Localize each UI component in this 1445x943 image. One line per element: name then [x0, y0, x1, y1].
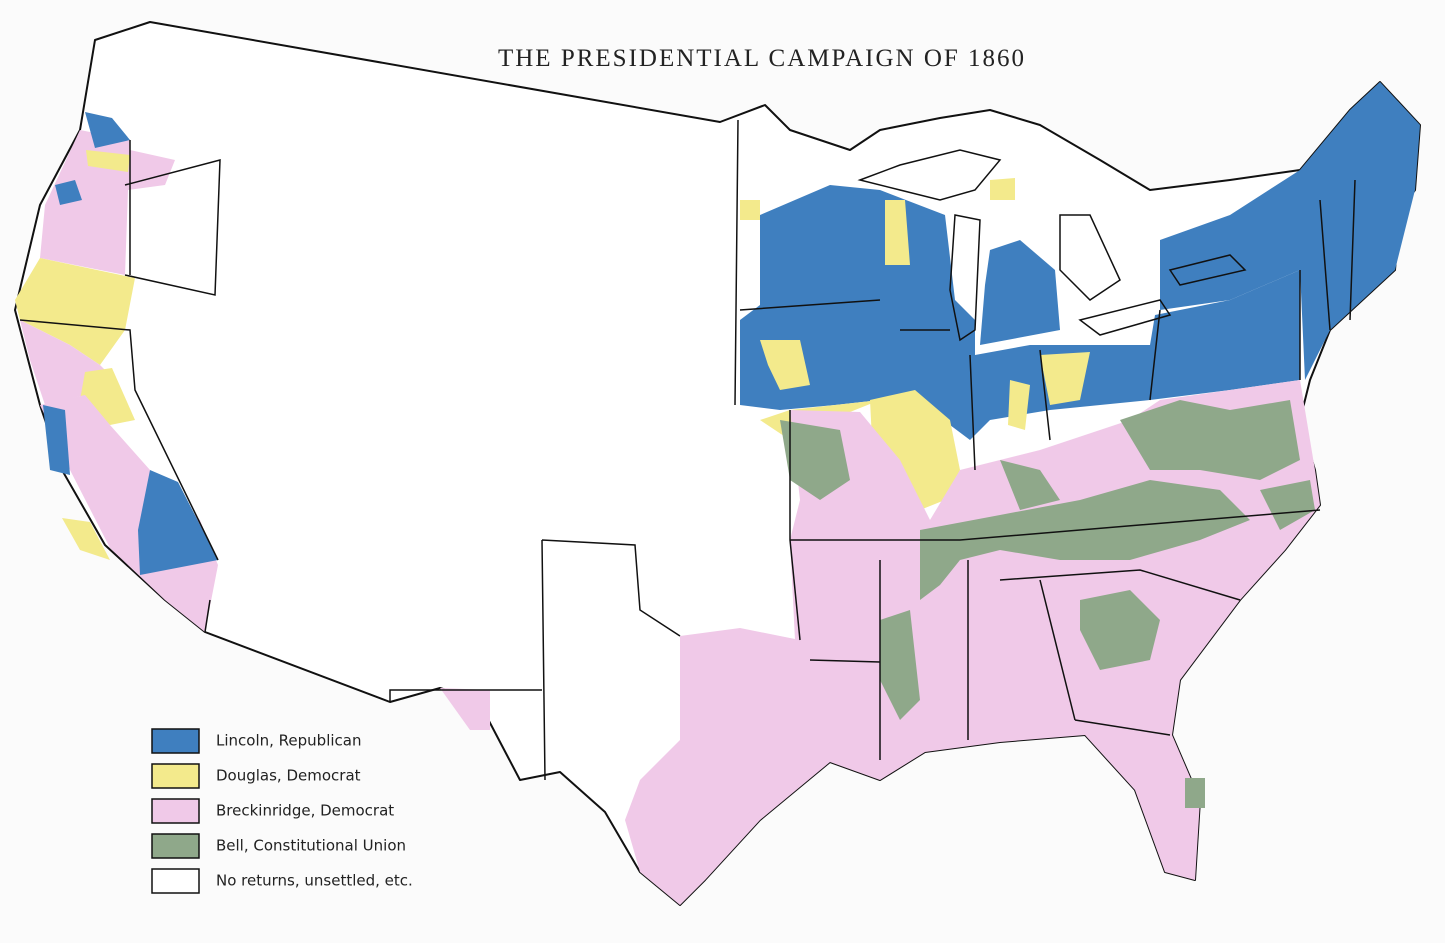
legend-swatch	[151, 868, 200, 894]
legend-label: No returns, unsettled, etc.	[216, 872, 413, 890]
legend-label: Bell, Constitutional Union	[216, 837, 406, 855]
legend-label: Breckinridge, Democrat	[216, 802, 394, 820]
map-title: THE PRESIDENTIAL CAMPAIGN OF 1860	[498, 45, 1026, 72]
legend-swatch	[151, 798, 200, 824]
legend-swatch	[151, 728, 200, 754]
legend-swatch	[151, 833, 200, 859]
legend-label: Lincoln, Republican	[216, 732, 361, 750]
legend: Lincoln, Republican Douglas, Democrat Brec…	[151, 728, 413, 894]
legend-label: Douglas, Democrat	[216, 767, 361, 785]
legend-swatch	[151, 763, 200, 789]
land	[14, 21, 1421, 906]
